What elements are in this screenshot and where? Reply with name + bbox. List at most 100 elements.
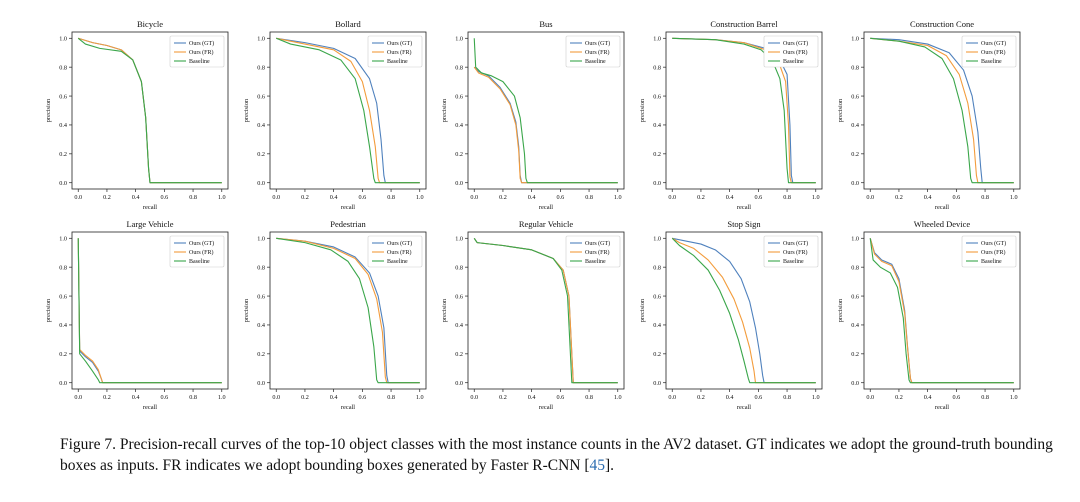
y-tick-label: 0.6: [59, 93, 67, 100]
x-tick-label: 0.2: [103, 194, 111, 201]
x-tick-label: 0.4: [132, 394, 140, 401]
x-tick-label: 0.6: [556, 194, 564, 201]
legend-box: [565, 235, 621, 268]
y-tick-label: 0.8: [851, 64, 859, 71]
x-tick-label: 0.4: [726, 394, 734, 401]
plot-frame: [467, 231, 625, 390]
y-axis-label: precision: [45, 98, 52, 122]
x-tick-label: 0.2: [499, 194, 507, 201]
x-tick-label: 0.8: [783, 194, 791, 201]
x-tick-label: 0.0: [74, 394, 82, 401]
y-tick-label: 0.8: [257, 264, 265, 271]
y-tick-label: 0.4: [851, 322, 859, 329]
panel-title: Wheeled Device: [914, 219, 971, 229]
series-line-ours-fr: [276, 237, 420, 384]
x-tick-label: 0.4: [330, 394, 338, 401]
x-tick-label: 0.4: [528, 194, 536, 201]
caption-end: ].: [605, 457, 615, 474]
y-tick-label: 0.4: [257, 122, 265, 129]
y-axis-label: precision: [837, 298, 844, 322]
x-tick-label: 0.2: [301, 194, 309, 201]
x-tick-label: 0.2: [895, 394, 903, 401]
y-tick-label: 0.0: [455, 380, 463, 387]
x-tick-label: 0.6: [358, 194, 366, 201]
x-tick-label: 0.2: [895, 194, 903, 201]
panel-construction-barrel: Construction Barrel 0.0 0.2 0.4 0.6 0.8 1.0 0.0…: [639, 19, 823, 211]
legend-entry: Ours (GT): [981, 240, 1006, 247]
x-tick-label: 1.0: [416, 394, 424, 401]
y-tick-label: 0.0: [851, 180, 859, 187]
series-line-ours-fr: [671, 237, 816, 384]
plot-frame: [71, 231, 229, 390]
y-tick-label: 0.8: [653, 264, 661, 271]
x-tick-label: 0.4: [924, 194, 932, 201]
panel-title: Bus: [539, 19, 552, 29]
y-tick-label: 0.8: [455, 264, 463, 271]
y-tick-label: 0.6: [455, 93, 463, 100]
x-tick-label: 0.8: [387, 394, 395, 401]
legend-entry: Baseline: [783, 259, 804, 265]
panel-bollard: Bollard 0.0 0.2 0.4 0.6 0.8 1.0 0.0 0.2 0.4 0.6 0.8…: [243, 19, 427, 211]
plot-frame: [269, 231, 427, 390]
y-tick-label: 1.0: [851, 235, 859, 242]
legend-entry: Baseline: [585, 259, 606, 265]
x-tick-label: 0.2: [301, 394, 309, 401]
x-tick-label: 0.8: [585, 194, 593, 201]
x-tick-label: 0.6: [160, 394, 168, 401]
legend-entry: Ours (GT): [981, 40, 1006, 47]
y-tick-label: 0.4: [59, 322, 67, 329]
x-tick-label: 0.6: [556, 394, 564, 401]
y-tick-label: 0.2: [257, 151, 265, 158]
x-tick-label: 0.0: [74, 194, 82, 201]
y-axis-label: precision: [441, 298, 448, 322]
x-tick-label: 0.8: [189, 194, 197, 201]
pr-curves-svg: Bicycle 0.0 0.2 0.4 0.6 0.8 1.0 0.0 0.2 0.4 0.6 0.8…: [45, 19, 1021, 411]
legend-box: [763, 35, 819, 68]
legend-entry: Baseline: [783, 59, 804, 65]
x-tick-label: 0.6: [754, 194, 762, 201]
panel-bicycle: Bicycle 0.0 0.2 0.4 0.6 0.8 1.0 0.0 0.2 0.4 0.6 0.8…: [45, 19, 229, 211]
x-tick-label: 0.8: [981, 394, 989, 401]
y-axis-label: precision: [639, 298, 646, 322]
plot-frame: [863, 31, 1021, 190]
y-tick-label: 0.0: [257, 180, 265, 187]
legend-entry: Baseline: [981, 59, 1002, 65]
x-tick-label: 0.8: [585, 394, 593, 401]
x-axis-label: recall: [737, 404, 751, 411]
x-tick-label: 0.4: [132, 194, 140, 201]
legend-entry: Ours (FR): [981, 249, 1006, 256]
y-tick-label: 0.4: [257, 322, 265, 329]
panel-regular-vehicle: Regular Vehicle 0.0 0.2 0.4 0.6 0.8 1.0 0.0 0.2 0…: [441, 219, 625, 411]
panel-large-vehicle: Large Vehicle 0.0 0.2 0.4 0.6 0.8 1.0 0.0 0.2 0.4…: [45, 219, 229, 411]
x-tick-label: 0.0: [866, 394, 874, 401]
x-axis-label: recall: [341, 404, 355, 411]
plot-frame: [665, 31, 823, 190]
y-tick-label: 0.2: [851, 351, 859, 358]
legend-entry: Baseline: [387, 59, 408, 65]
x-tick-label: 0.8: [783, 394, 791, 401]
x-tick-label: 1.0: [614, 194, 622, 201]
series-line-ours-fr: [870, 37, 1014, 184]
y-tick-label: 1.0: [851, 35, 859, 42]
legend-entry: Ours (FR): [387, 49, 412, 56]
caption-text: Precision-recall curves of the top-10 ob…: [60, 436, 1053, 474]
series-line-baseline: [276, 237, 420, 384]
y-tick-label: 0.6: [653, 93, 661, 100]
legend-entry: Ours (FR): [783, 249, 808, 256]
caption-reference-link[interactable]: 45: [589, 457, 606, 474]
y-tick-label: 1.0: [455, 35, 463, 42]
y-tick-label: 0.6: [257, 293, 265, 300]
x-tick-label: 0.6: [358, 394, 366, 401]
legend-box: [565, 35, 621, 68]
x-tick-label: 0.6: [160, 194, 168, 201]
legend-box: [763, 235, 819, 268]
x-axis-label: recall: [737, 204, 751, 211]
x-axis-label: recall: [935, 404, 949, 411]
legend-box: [169, 235, 225, 268]
y-tick-label: 0.6: [653, 293, 661, 300]
x-tick-label: 0.0: [668, 394, 676, 401]
series-line-ours-fr: [77, 238, 222, 384]
y-tick-label: 0.6: [851, 293, 859, 300]
panel-title: Large Vehicle: [126, 219, 173, 229]
x-tick-label: 0.0: [470, 194, 478, 201]
